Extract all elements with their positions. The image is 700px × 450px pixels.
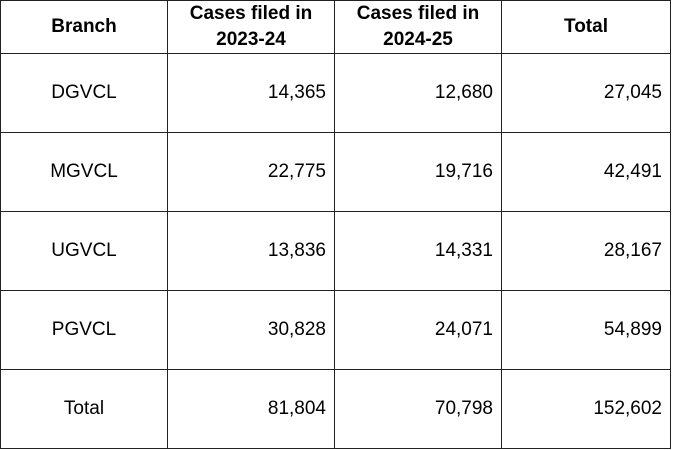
- table-row: DGVCL 14,365 12,680 27,045: [0, 53, 671, 133]
- row-label: PGVCL: [0, 290, 168, 370]
- value-cell: 22,775: [167, 132, 335, 212]
- row-label: DGVCL: [0, 53, 168, 133]
- table-row: Total 81,804 70,798 152,602: [0, 369, 671, 449]
- header-text: Branch: [51, 16, 117, 37]
- value-cell: 28,167: [501, 211, 671, 291]
- table-row: PGVCL 30,828 24,071 54,899: [0, 290, 671, 370]
- header-text: Cases filed in 2023-24: [189, 3, 313, 50]
- value-cell: 30,828: [167, 290, 335, 370]
- value-cell: 14,331: [334, 211, 502, 291]
- value-cell: 54,899: [501, 290, 671, 370]
- header-cell: Branch: [0, 0, 168, 54]
- value-cell: 24,071: [334, 290, 502, 370]
- table-row: MGVCL 22,775 19,716 42,491: [0, 132, 671, 212]
- header-row: Branch Cases filed in 2023-24 Cases filed …: [0, 0, 671, 54]
- value-cell: 19,716: [334, 132, 502, 212]
- value-cell: 14,365: [167, 53, 335, 133]
- row-label: UGVCL: [0, 211, 168, 291]
- table-body: DGVCL 14,365 12,680 27,045 MGVCL 22,775 19,716…: [0, 53, 671, 449]
- value-cell: 81,804: [167, 369, 335, 449]
- value-cell: 13,836: [167, 211, 335, 291]
- row-label: Total: [0, 369, 168, 449]
- row-label: MGVCL: [0, 132, 168, 212]
- value-cell: 42,491: [501, 132, 671, 212]
- header-cell: Cases filed in 2023-24: [167, 0, 335, 54]
- header-cell: Total: [501, 0, 671, 54]
- value-cell: 12,680: [334, 53, 502, 133]
- value-cell: 27,045: [501, 53, 671, 133]
- header-text: Total: [564, 16, 608, 37]
- value-cell: 70,798: [334, 369, 502, 449]
- header-text: Cases filed in 2024-25: [356, 3, 480, 50]
- cases-table: Branch Cases filed in 2023-24 Cases filed …: [0, 0, 671, 449]
- header-cell: Cases filed in 2024-25: [334, 0, 502, 54]
- value-cell: 152,602: [501, 369, 671, 449]
- table-row: UGVCL 13,836 14,331 28,167: [0, 211, 671, 291]
